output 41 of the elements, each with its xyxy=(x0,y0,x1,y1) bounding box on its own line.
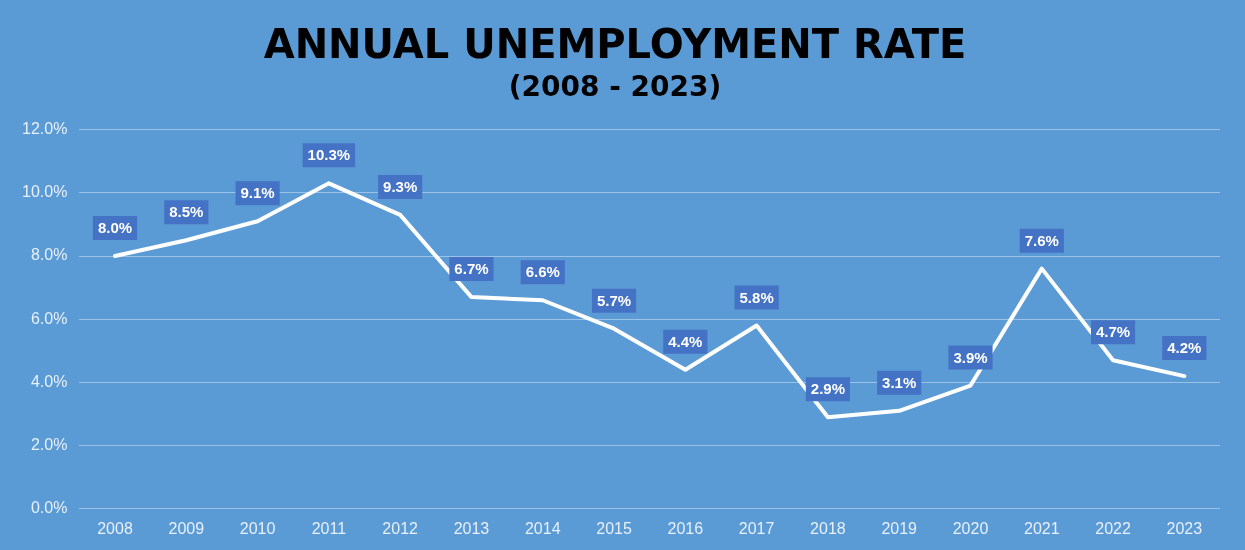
data-label: 8.0% xyxy=(97,219,133,237)
data-label: 5.8% xyxy=(739,288,774,306)
x-tick-label: 2017 xyxy=(738,519,775,537)
data-label: 8.5% xyxy=(169,203,204,221)
x-tick-label: 2018 xyxy=(810,519,846,537)
y-tick-label: 10.0% xyxy=(21,183,68,201)
x-tick-label: 2014 xyxy=(524,519,561,537)
data-label: 6.7% xyxy=(454,260,489,278)
x-tick-label: 2022 xyxy=(1095,519,1131,537)
y-tick-label: 4.0% xyxy=(30,372,68,390)
y-tick-label: 12.0% xyxy=(21,120,68,138)
x-tick-label: 2013 xyxy=(453,519,490,537)
data-label: 6.6% xyxy=(525,263,560,281)
chart-title: ANNUAL UNEMPLOYMENT RATE xyxy=(263,21,967,68)
x-tick-label: 2015 xyxy=(596,519,632,537)
data-label: 4.7% xyxy=(1095,323,1131,341)
data-label: 4.4% xyxy=(668,332,703,350)
y-tick-label: 2.0% xyxy=(30,436,68,454)
x-tick-label: 2019 xyxy=(881,519,918,537)
data-label: 3.1% xyxy=(882,373,917,391)
chart-subtitle: (2008 - 2023) xyxy=(508,70,722,104)
x-tick-label: 2012 xyxy=(382,519,419,537)
x-tick-label: 2016 xyxy=(667,519,704,537)
x-tick-label: 2011 xyxy=(311,519,347,537)
y-tick-label: 6.0% xyxy=(30,309,68,327)
x-tick-label: 2023 xyxy=(1166,519,1203,537)
data-label: 2.9% xyxy=(810,380,846,398)
x-tick-label: 2021 xyxy=(1023,519,1060,537)
x-tick-label: 2010 xyxy=(239,519,276,537)
data-label: 7.6% xyxy=(1024,231,1059,249)
y-tick-label: 0.0% xyxy=(30,499,68,517)
data-label: 4.2% xyxy=(1167,339,1202,357)
data-label: 9.1% xyxy=(240,184,275,202)
x-tick-label: 2020 xyxy=(952,519,989,537)
data-label: 3.9% xyxy=(953,348,988,366)
data-label: 10.3% xyxy=(307,146,351,164)
x-tick-label: 2008 xyxy=(97,519,133,537)
data-label: 5.7% xyxy=(596,291,632,309)
y-tick-label: 8.0% xyxy=(30,246,68,264)
data-label: 9.3% xyxy=(383,178,418,196)
x-tick-label: 2009 xyxy=(168,519,205,537)
